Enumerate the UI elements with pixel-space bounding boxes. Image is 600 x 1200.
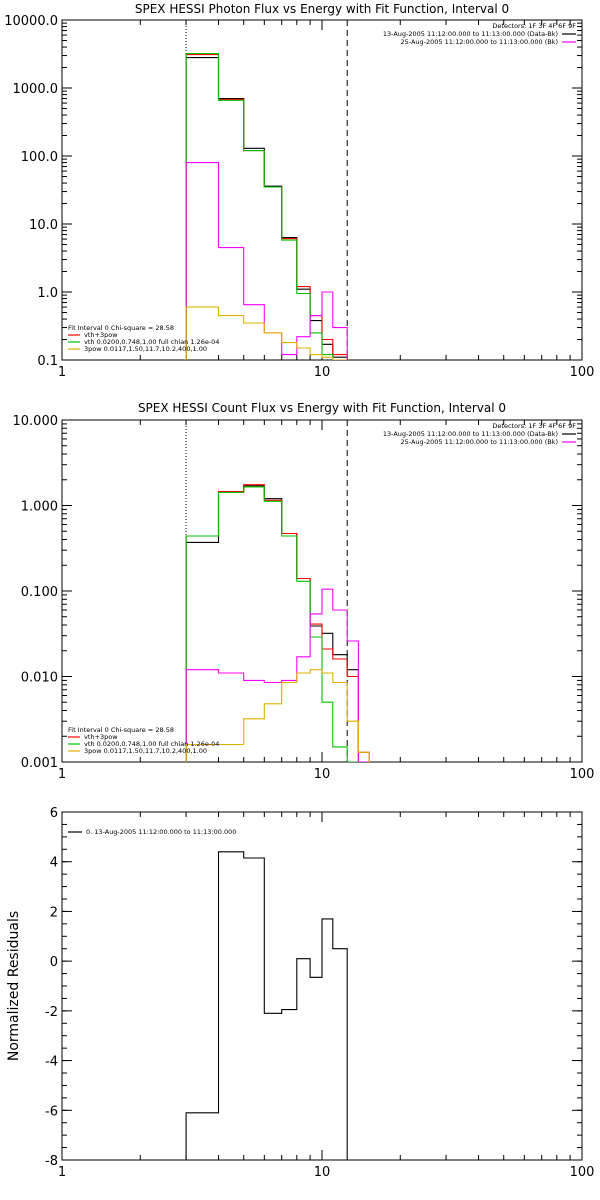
header-line: 13-Aug-2005 11:12:00.000 to 11:13:00.000…: [383, 30, 558, 38]
residuals-chart: 1 10 100 -8 -6 -4 -2 0 2 4 6 Normalized Residuals 0.…: [6, 806, 594, 1180]
header-line: 25-Aug-2005 11:12:00.000 to 11:13:00.000…: [401, 438, 558, 446]
fit-legend-item: 3pow 0.0117,1.50,11.7,10.2,400,1.00: [84, 747, 207, 755]
y-tick-label: -4: [45, 1055, 58, 1070]
y-tick-label: 1000.0: [13, 82, 59, 97]
fit-legend-title: Fit Interval 0 Chi-square = 28.58: [68, 726, 174, 734]
x-tick-label: 100: [570, 1165, 595, 1180]
series-1-line: [185, 484, 370, 762]
x-tick-label: 100: [570, 365, 595, 380]
y-tick-label: 10000.0: [4, 14, 58, 29]
y-tick-label: 0.1: [37, 354, 58, 369]
x-tick-label: 1: [58, 767, 66, 782]
y-tick-label: 0: [50, 955, 58, 970]
fit-legend-item: 3pow 0.0117,1.50,11.7,10.2,400,1.00: [84, 345, 207, 353]
chart-title: SPEX HESSI Photon Flux vs Energy with Fi…: [135, 2, 509, 16]
header-line: Detectors: 1F 3F 4F 6F 9F: [492, 422, 576, 430]
chart-title: SPEX HESSI Count Flux vs Energy with Fit…: [138, 401, 506, 415]
y-tick-label: 1.0: [37, 286, 58, 301]
series-4-line: [185, 669, 370, 762]
header-line: Detectors: 1F 3F 4F 6F 9F: [492, 22, 576, 30]
y-tick-label: -2: [45, 1005, 58, 1020]
count-flux-chart: SPEX HESSI Count Flux vs Energy with Fit…: [13, 401, 595, 782]
plot-area: [185, 53, 348, 360]
plot-area: [185, 851, 348, 1160]
series-2-line: [185, 53, 348, 360]
series-3-line: [185, 162, 348, 360]
y-tick-label: -8: [45, 1154, 58, 1169]
photon-flux-chart: SPEX HESSI Photon Flux vs Energy with Fi…: [4, 2, 594, 380]
y-tick-label: 0.100: [21, 585, 58, 600]
y-tick-label: 6: [50, 806, 58, 821]
x-tick-label: 10: [314, 767, 331, 782]
y-tick-label: -6: [45, 1104, 58, 1119]
y-tick-label: 1.000: [21, 500, 58, 515]
header-line: 25-Aug-2005 11:12:00.000 to 11:13:00.000…: [401, 38, 558, 46]
series-1-line: [185, 54, 348, 360]
series-3-line: [185, 588, 370, 762]
y-tick-label: 0.010: [21, 671, 58, 686]
x-tick-label: 100: [570, 767, 595, 782]
y-tick-label: 0.001: [21, 756, 58, 771]
fit-legend-item: vth+3pow: [84, 331, 118, 339]
x-tick-label: 10: [314, 365, 331, 380]
axes-frame: [61, 811, 583, 1161]
y-tick-label: 4: [50, 856, 58, 871]
x-tick-label: 10: [314, 1165, 331, 1180]
x-tick-label: 1: [58, 365, 66, 380]
x-tick-label: 1: [58, 1165, 66, 1180]
series-0-line: [185, 851, 348, 1160]
y-tick-label: 100.0: [21, 150, 58, 165]
plot-area: [185, 484, 370, 762]
y-tick-label: 10.000: [13, 414, 59, 429]
series-4-line: [185, 306, 348, 360]
series-0-line: [185, 485, 370, 762]
legend-entry: 0. 13-Aug-2005 11:12:00.000 to 11:13:00.…: [86, 828, 236, 836]
y-axis-label: Normalized Residuals: [6, 911, 22, 1061]
fit-legend-title: Fit Interval 0 Chi-square = 28.58: [68, 324, 174, 332]
y-tick-label: 2: [50, 905, 58, 920]
fit-legend-item: vth 0.0200,0.748,1.00 full chian 1.26e-0…: [84, 338, 219, 346]
series-2-line: [185, 486, 370, 762]
fit-legend-item: vth+3pow: [84, 733, 118, 741]
series-0-line: [185, 57, 348, 360]
fit-legend-item: vth 0.0200,0.748,1.00 full chian 1.26e-0…: [84, 740, 219, 748]
header-line: 13-Aug-2005 11:12:00.000 to 11:13:00.000…: [383, 430, 558, 438]
y-tick-label: 10.0: [29, 218, 58, 233]
